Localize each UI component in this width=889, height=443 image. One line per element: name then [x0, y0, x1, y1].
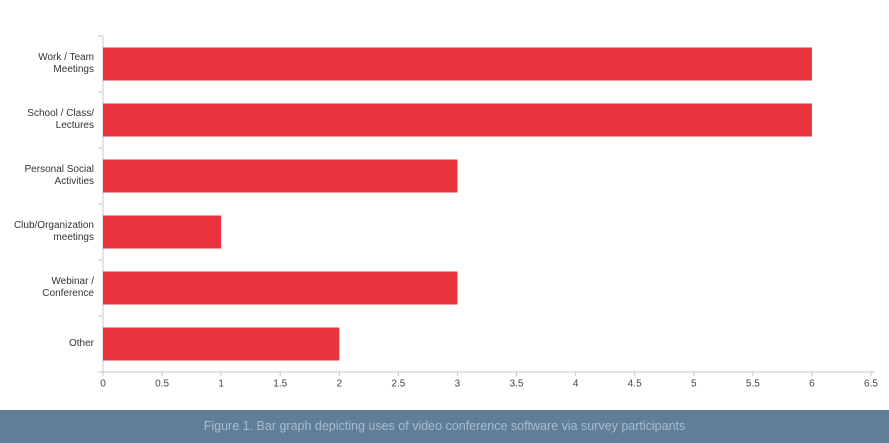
- x-tick-label: 4: [573, 379, 579, 390]
- x-tick-label: 2: [337, 379, 343, 390]
- bar: [103, 103, 812, 137]
- y-tick-label: Work / Team Meetings: [38, 52, 94, 75]
- x-tick-label: 0.5: [155, 379, 169, 390]
- chart: 0 0.5 1 1.5 2 2.5 3 3.5 4 4.5 5 5.5 6 6.5: [98, 35, 878, 390]
- x-tick-label: 5.5: [746, 379, 760, 390]
- y-tick-label: Other: [68, 338, 94, 349]
- x-tick-label: 4.5: [628, 379, 642, 390]
- x-tick-label: 3.5: [510, 379, 524, 390]
- caption: Figure 1. Bar graph depicting uses of vi…: [0, 410, 889, 443]
- x-tick-label: 0: [100, 379, 106, 390]
- bar: [103, 271, 458, 305]
- y-tick-label: School / Class/ Lectures: [27, 108, 94, 131]
- y-tick-label: Personal Social Activities: [24, 164, 94, 187]
- bar: [103, 159, 458, 193]
- x-tick-label: 1: [218, 379, 224, 390]
- x-tick-label: 3: [455, 379, 461, 390]
- bar: [103, 215, 222, 249]
- y-tick-label: Club/Organization meetings: [13, 220, 94, 243]
- x-tick-label: 6.5: [864, 379, 878, 390]
- y-tick-label: Webinar / Conference: [42, 276, 94, 299]
- x-tick-label: 5: [691, 379, 697, 390]
- bar: [103, 47, 812, 81]
- x-tick-label: 2.5: [391, 379, 405, 390]
- bar: [103, 327, 340, 361]
- x-tick-label: 1.5: [273, 379, 287, 390]
- x-tick-label: 6: [809, 379, 815, 390]
